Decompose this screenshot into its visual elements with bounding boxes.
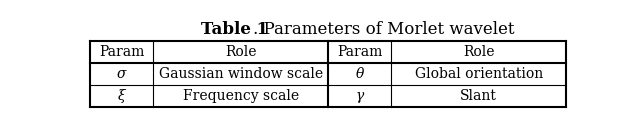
Text: Role: Role (225, 45, 257, 59)
Text: σ: σ (117, 67, 126, 81)
Text: ξ: ξ (118, 89, 125, 103)
Text: Frequency scale: Frequency scale (182, 89, 299, 103)
Text: Gaussian window scale: Gaussian window scale (159, 67, 323, 81)
Text: Global orientation: Global orientation (415, 67, 543, 81)
Text: Param: Param (337, 45, 382, 59)
Text: Role: Role (463, 45, 495, 59)
Text: θ: θ (355, 67, 364, 81)
Text: Slant: Slant (460, 89, 497, 103)
Text: Param: Param (99, 45, 144, 59)
Text: γ: γ (356, 89, 364, 103)
Text: Table 1: Table 1 (201, 21, 268, 38)
Text: . Parameters of Morlet wavelet: . Parameters of Morlet wavelet (253, 21, 514, 38)
